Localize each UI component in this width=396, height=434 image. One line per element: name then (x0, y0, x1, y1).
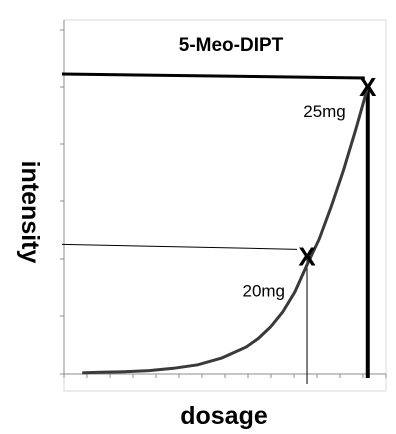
chart-title: 5-Meo-DIPT (179, 35, 284, 56)
y-axis-ticks (60, 29, 64, 375)
dose-label: 25mg (303, 102, 346, 121)
guide-lines (61, 72, 370, 384)
x-marker: X (359, 72, 377, 102)
x-axis-label: dosage (180, 402, 268, 430)
x-marker: X (298, 241, 316, 271)
dose-label: 20mg (242, 281, 285, 300)
horizontal-guide-line (61, 243, 298, 250)
dose-response-curve (82, 86, 370, 375)
y-axis-label: intensity (16, 161, 44, 264)
point-markers: X 20mg X 25mg (242, 72, 377, 300)
horizontal-guide-line (61, 72, 365, 80)
x-axis-ticks (63, 374, 387, 378)
